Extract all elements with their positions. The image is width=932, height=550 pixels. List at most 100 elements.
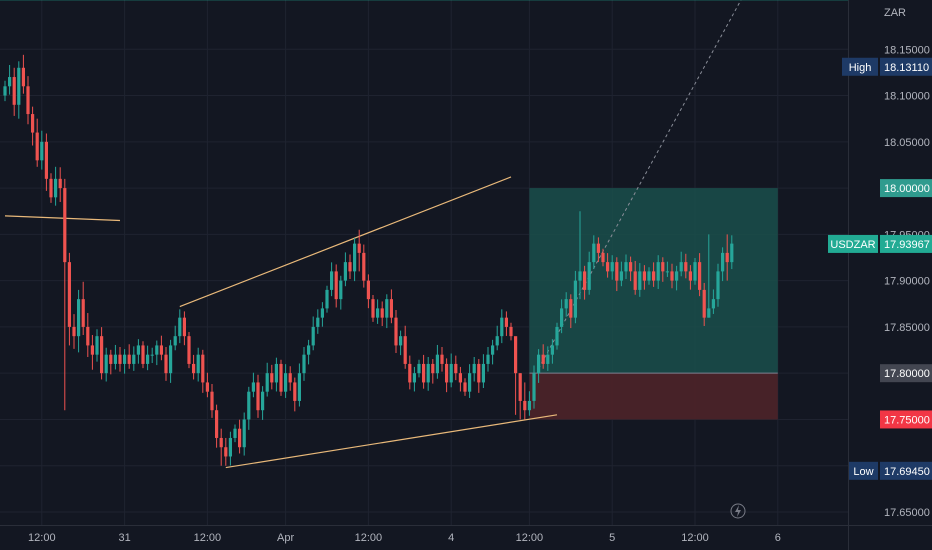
candle-body [3,86,7,96]
price-label-box [880,234,932,253]
candle-body [730,243,734,263]
candle-body [261,391,265,411]
candle-body [169,345,173,374]
price-label-tag [828,234,878,253]
candle-body [58,178,62,189]
candle-body [210,391,214,411]
trendline[interactable] [4,215,121,222]
price-label-box [880,364,932,383]
candle-body [31,114,35,133]
candle-body [297,373,301,401]
candle-body [596,243,600,253]
candles [3,54,734,466]
candle-body [449,363,453,383]
candle-body [362,252,366,281]
candle-body [302,354,306,374]
time-tick: 12:00 [355,532,383,544]
price-label-value: 17.69450 [884,466,930,478]
time-tick: 31 [118,532,130,544]
candle-body [288,373,292,383]
trendlines[interactable] [4,176,558,469]
position-tool[interactable] [0,0,848,420]
candle-body [537,354,541,374]
candle-body [12,77,16,105]
candle-body [431,363,435,374]
candle-body [426,363,430,383]
candle-body [178,317,182,337]
candle-body [394,317,398,346]
candle-body [320,308,324,318]
candle-body [325,289,329,309]
candle-body [353,243,357,272]
candle-body [661,262,665,272]
candle-body [67,262,71,327]
candle-body [123,354,127,364]
price-label-value: 17.80000 [884,368,930,380]
price-tick: 18.15000 [884,44,930,56]
candle-body [201,354,205,383]
candle-body [684,262,688,272]
price-label-box [880,410,932,429]
candle-body [532,373,536,401]
candle-body [215,410,219,438]
candle-body [509,326,513,337]
candle-body [132,354,136,364]
candle-body [560,308,564,327]
candle-body [40,141,44,161]
candle-body [233,428,237,438]
price-labels: 18.13110 High 18.00000 17.93967 USDZAR 17.800… [828,57,932,480]
candle-body [638,271,642,290]
trendline[interactable] [225,414,558,469]
candle-body [334,271,338,300]
chart-extras [730,503,746,519]
candle-body [307,345,311,355]
candle-body [371,299,375,318]
candle-body [389,299,393,318]
candle-body [49,178,53,198]
candle-body [468,373,472,392]
candle-body [454,363,458,374]
candle-body [26,86,30,115]
time-tick: 5 [609,532,615,544]
candle-body [256,382,260,411]
candle-body [569,299,573,318]
loss-zone[interactable] [529,373,778,420]
candle-body [242,419,246,448]
candle-body [583,271,587,290]
candle-body [587,262,591,290]
candle-body [624,262,628,272]
price-label-box [880,57,932,76]
time-axis[interactable]: 12:00 31 12:00 Apr 12:00 4 12:00 5 12:00 6 [0,525,932,545]
candle-body [481,363,485,383]
candle-body [619,271,623,281]
candle-body [35,132,39,161]
candle-body [555,326,559,346]
trendline[interactable] [179,176,512,308]
candle-body [546,354,550,364]
candle-body [523,400,527,411]
candle-body [458,373,462,383]
candle-body [633,271,637,290]
candle-body [63,188,67,263]
candle-body [707,308,711,318]
candle-body [339,280,343,300]
candle-body [679,262,683,272]
candle-body [284,373,288,392]
candle-body [90,345,94,355]
candle-body [173,336,177,346]
price-label-tag [849,461,878,480]
candle-body [228,437,232,457]
candle-body [495,336,499,346]
candle-body [274,363,278,383]
time-tick: 12:00 [28,532,56,544]
candle-body [642,271,646,281]
lightning-icon[interactable] [730,503,746,519]
candle-body [224,447,228,457]
candle-body [399,336,403,346]
candle-body [564,299,568,309]
candle-body [670,271,674,281]
candle-body [578,271,582,281]
candle-body [592,243,596,263]
candle-body [100,336,104,374]
